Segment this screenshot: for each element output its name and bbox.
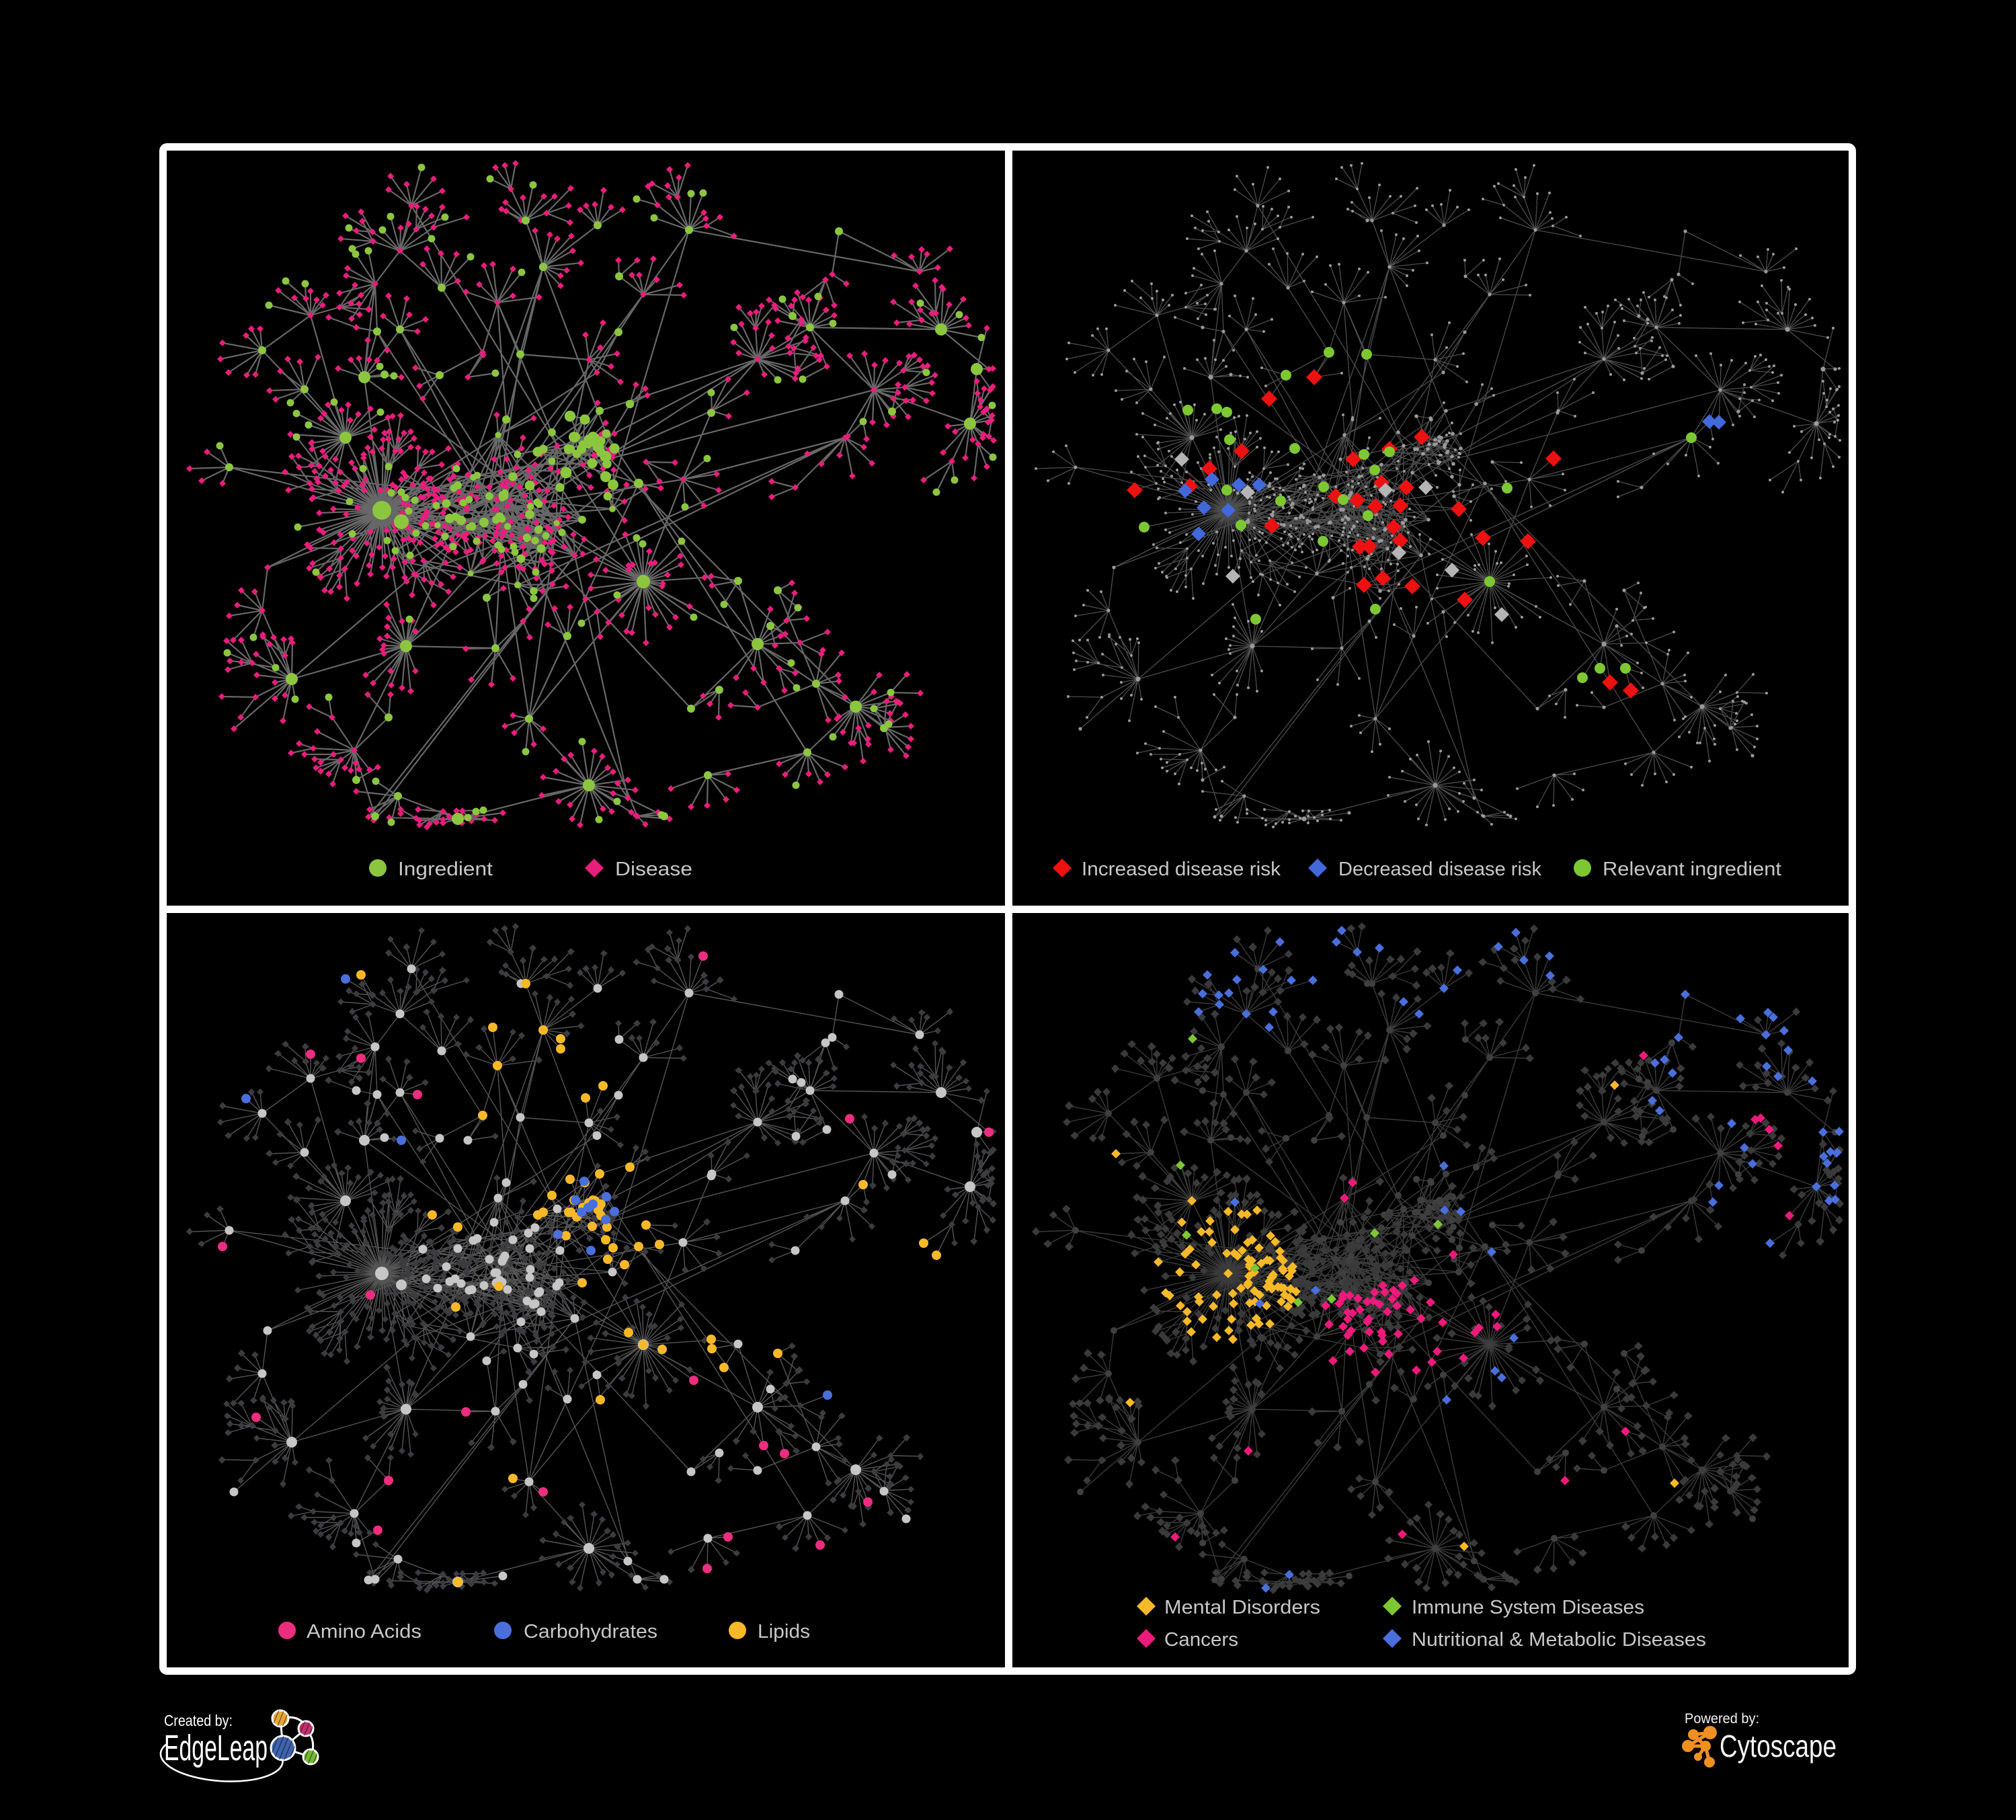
svg-text:Increased disease risk: Increased disease risk	[1082, 859, 1281, 880]
svg-text:Cytoscape: Cytoscape	[1720, 1729, 1837, 1764]
svg-text:Immune System Diseases: Immune System Diseases	[1412, 1597, 1644, 1618]
svg-text:EdgeLeap: EdgeLeap	[164, 1728, 268, 1768]
svg-text:Decreased disease risk: Decreased disease risk	[1338, 859, 1541, 880]
svg-text:Nutritional & Metabolic Diseas: Nutritional & Metabolic Diseases	[1412, 1629, 1706, 1651]
svg-text:Disease: Disease	[615, 859, 692, 880]
svg-text:Carbohydrates: Carbohydrates	[524, 1621, 657, 1643]
svg-text:Created by:: Created by:	[164, 1712, 233, 1729]
svg-text:Relevant ingredient: Relevant ingredient	[1603, 859, 1781, 880]
svg-text:Mental Disorders: Mental Disorders	[1164, 1597, 1320, 1618]
svg-text:Ingredient: Ingredient	[398, 859, 493, 880]
svg-text:Amino Acids: Amino Acids	[307, 1621, 421, 1643]
svg-text:Lipids: Lipids	[758, 1621, 810, 1643]
svg-text:Cancers: Cancers	[1164, 1629, 1238, 1651]
svg-text:Powered by:: Powered by:	[1685, 1711, 1759, 1727]
